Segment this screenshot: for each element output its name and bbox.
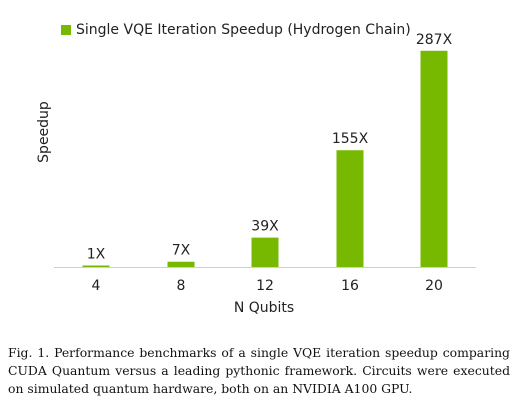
bar-12-qubits: [251, 237, 279, 267]
bar-value-label: 1X: [87, 247, 106, 263]
bar-8-qubits: [167, 261, 195, 267]
x-tick-label: 20: [425, 278, 443, 294]
x-tick-label: 12: [256, 278, 274, 294]
bar-16-qubits: [336, 150, 364, 267]
bar-value-label: 287X: [416, 32, 453, 48]
bar-4-qubits: [82, 265, 110, 267]
x-tick-label: 4: [92, 278, 101, 294]
x-tick-label: 16: [341, 278, 359, 294]
bar-20-qubits: [420, 50, 448, 267]
bar-value-label: 155X: [332, 131, 369, 147]
chart-plot: 1X 4 7X 8 39X 12 155X 16 287X 20: [54, 32, 476, 294]
legend-swatch: [61, 25, 71, 35]
bar-value-label: 39X: [251, 219, 279, 235]
figure-caption: Fig. 1. Performance benchmarks of a sing…: [8, 345, 510, 396]
bar-value-label: 7X: [172, 243, 191, 259]
chart-legend: Single VQE Iteration Speedup (Hydrogen C…: [61, 20, 411, 40]
x-axis-label: N Qubits: [233, 300, 295, 316]
x-tick-label: 8: [177, 278, 186, 294]
legend-label: Single VQE Iteration Speedup (Hydrogen C…: [76, 22, 411, 38]
